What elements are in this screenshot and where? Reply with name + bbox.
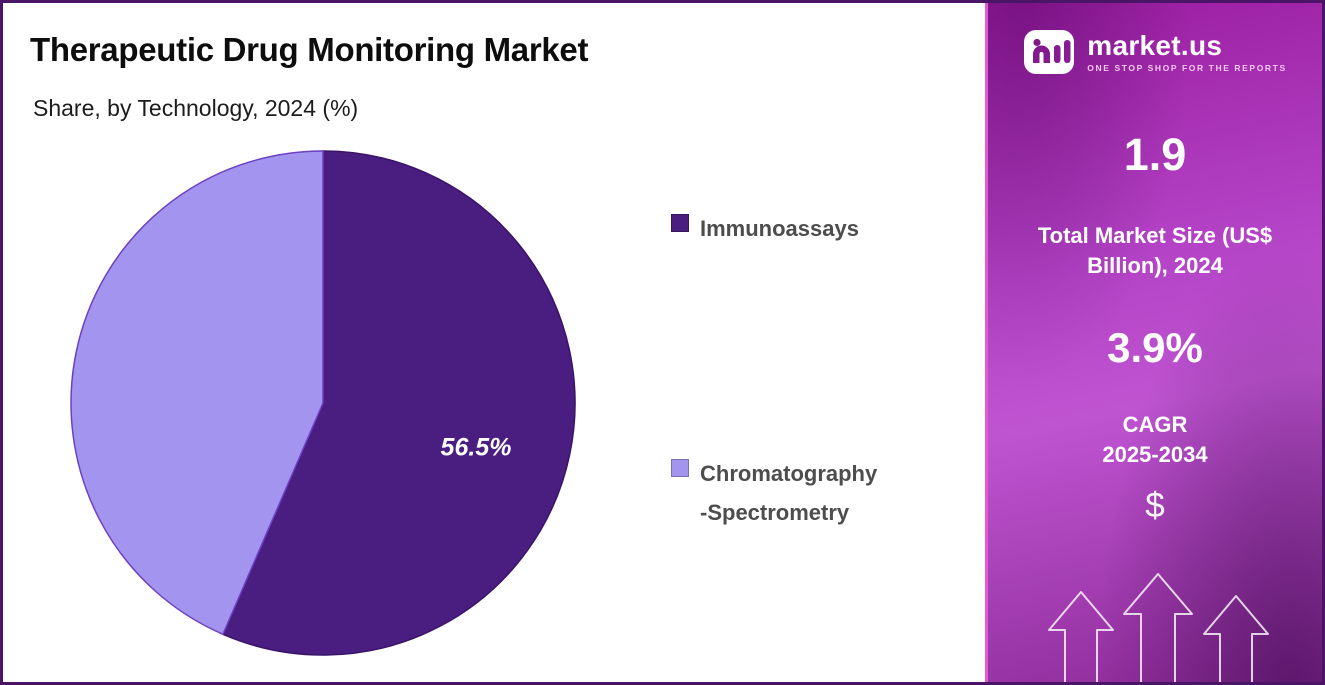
pie-chart: 56.5% bbox=[70, 150, 576, 656]
legend: Immunoassays Chromatography -Spectrometr… bbox=[671, 3, 971, 682]
brand-row: market.us ONE STOP SHOP FOR THE REPORTS bbox=[988, 3, 1322, 75]
legend-label-chromatography: Chromatography -Spectrometry bbox=[700, 461, 878, 525]
legend-swatch-immunoassays-icon bbox=[671, 214, 689, 232]
legend-item-chromatography: Chromatography -Spectrometry bbox=[671, 455, 877, 532]
cagr-value: 3.9% bbox=[1107, 324, 1203, 372]
chart-panel: Therapeutic Drug Monitoring Market Share… bbox=[3, 3, 985, 682]
brand-sidebar: market.us ONE STOP SHOP FOR THE REPORTS … bbox=[985, 3, 1322, 682]
svg-text:56.5%: 56.5% bbox=[441, 433, 512, 461]
legend-label-immunoassays: Immunoassays bbox=[700, 216, 859, 241]
chart-subtitle: Share, by Technology, 2024 (%) bbox=[33, 95, 359, 121]
dollar-symbol: $ bbox=[1145, 485, 1165, 525]
legend-item-immunoassays: Immunoassays bbox=[671, 210, 859, 249]
cagr-label: CAGR 2025-2034 bbox=[1102, 412, 1208, 468]
market-size-label: Total Market Size (US$ Billion), 2024 bbox=[1037, 223, 1273, 278]
growth-arrows-icon bbox=[1048, 573, 1269, 682]
chart-title: Therapeutic Drug Monitoring Market bbox=[30, 31, 589, 68]
legend-swatch-chromatography-icon bbox=[671, 459, 689, 477]
marketus-logo-icon bbox=[1023, 29, 1076, 75]
brand-name: market.us bbox=[1087, 29, 1223, 61]
brand-text: market.us ONE STOP SHOP FOR THE REPORTS bbox=[1087, 29, 1287, 74]
market-size-value: 1.9 bbox=[1123, 129, 1187, 180]
brand-tagline: ONE STOP SHOP FOR THE REPORTS bbox=[1087, 63, 1287, 74]
